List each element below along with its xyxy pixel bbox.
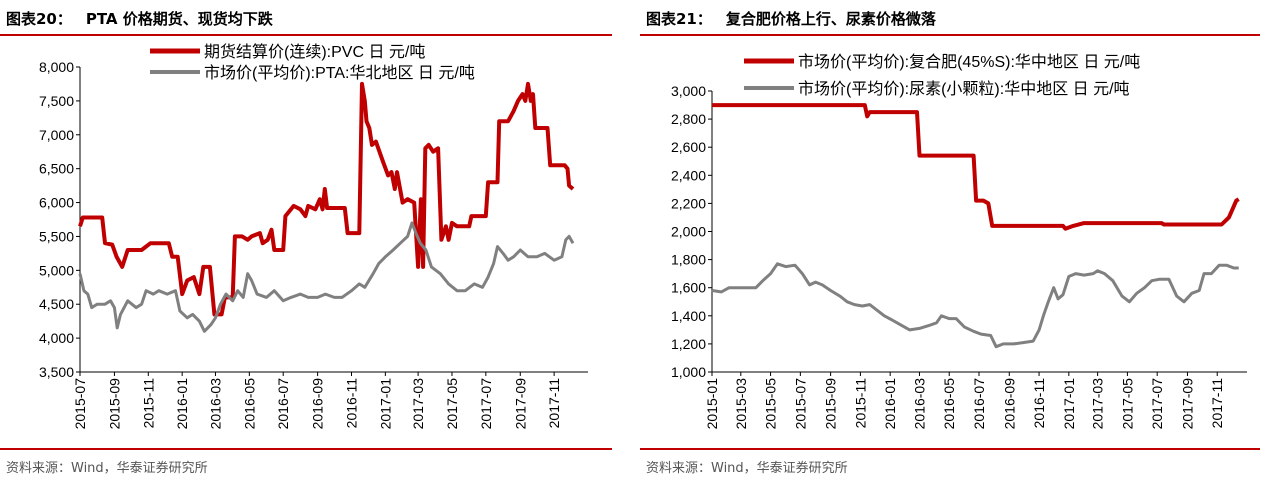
x-tick-label: 2016-03 — [207, 378, 223, 430]
x-tick-label: 2016-05 — [941, 378, 957, 430]
x-tick-label: 2015-11 — [852, 378, 868, 429]
y-tick-label: 1,000 — [671, 364, 706, 380]
y-tick-label: 1,600 — [671, 280, 706, 296]
x-tick-label: 2017-01 — [377, 378, 393, 430]
x-tick-label: 2017-11 — [1209, 378, 1225, 429]
y-tick-label: 5,000 — [39, 262, 74, 278]
y-tick-label: 6,500 — [39, 161, 74, 177]
x-tick-label: 2017-01 — [1061, 378, 1077, 430]
x-tick-label: 2016-01 — [174, 378, 190, 430]
figure-number: 图表21： — [646, 10, 712, 28]
panel-title: 图表20： PTA 价格期货、现货均下跌 — [6, 8, 273, 29]
x-tick-label: 2017-09 — [1179, 378, 1195, 430]
title-rule — [640, 34, 1260, 36]
y-tick-label: 3,000 — [671, 83, 706, 99]
x-tick-label: 2016-01 — [882, 378, 898, 430]
y-tick-label: 1,800 — [671, 252, 706, 268]
x-tick-label: 2015-01 — [704, 378, 720, 430]
y-tick-label: 2,200 — [671, 195, 706, 211]
x-tick-label: 2017-03 — [410, 378, 426, 430]
figure-title: 复合肥价格上行、尿素价格微落 — [725, 10, 936, 28]
y-tick-label: 2,600 — [671, 139, 706, 155]
x-tick-label: 2016-03 — [911, 378, 927, 430]
x-tick-label: 2015-07 — [72, 378, 88, 430]
y-tick-label: 7,500 — [39, 93, 74, 109]
y-tick-label: 1,200 — [671, 336, 706, 352]
figure-title: PTA 价格期货、现货均下跌 — [85, 10, 273, 28]
pvc-pta-price-chart: 3,500 4,000 4,500 5,000 5,500 6,000 6,500 7,000… — [39, 42, 588, 430]
y-tick-label: 2,800 — [671, 111, 706, 127]
figure-number: 图表20： — [6, 10, 72, 28]
left-panel: 图表20： PTA 价格期货、现货均下跌 3,500 4,000 4,500 5,000… — [0, 0, 612, 487]
x-tick-label: 2016-11 — [343, 378, 359, 429]
x-tick-label: 2015-03 — [733, 378, 749, 430]
source-note: 资料来源：Wind，华泰证券研究所 — [646, 461, 848, 476]
title-rule — [0, 34, 612, 36]
y-tick-label: 6,000 — [39, 195, 74, 211]
legend-label: 市场价(平均价):复合肥(45%S):华中地区 日 元/吨 — [798, 53, 1140, 71]
x-tick-label: 2015-07 — [792, 378, 808, 430]
bottom-rule — [640, 448, 1260, 450]
series-line-2 — [78, 221, 575, 333]
y-tick-label: 4,500 — [39, 296, 74, 312]
x-tick-label: 2017-05 — [444, 378, 460, 430]
panel-title: 图表21： 复合肥价格上行、尿素价格微落 — [646, 8, 936, 29]
x-tick-label: 2016-05 — [241, 378, 257, 430]
y-tick-label: 2,000 — [671, 224, 706, 240]
y-tick-label: 4,000 — [39, 330, 74, 346]
series-line-2 — [711, 262, 1239, 349]
series-line-1 — [78, 81, 575, 317]
bottom-rule — [0, 448, 612, 450]
x-tick-label: 2017-03 — [1090, 378, 1106, 430]
x-tick-label: 2017-09 — [512, 378, 528, 430]
x-tick-label: 2017-07 — [1149, 378, 1165, 430]
legend-label: 市场价(平均价):尿素(小颗粒):华中地区 日 元/吨 — [798, 80, 1130, 98]
right-panel: 图表21： 复合肥价格上行、尿素价格微落 1,000 1,200 1,400 1,600… — [640, 0, 1260, 487]
x-tick-label: 2016-07 — [971, 378, 987, 430]
x-tick-label: 2015-09 — [106, 378, 122, 430]
y-tick-label: 8,000 — [39, 59, 74, 75]
y-tick-label: 5,500 — [39, 228, 74, 244]
x-tick-label: 2017-07 — [478, 378, 494, 430]
source-note: 资料来源：Wind，华泰证券研究所 — [6, 461, 208, 476]
legend-label: 期货结算价(连续):PVC 日 元/吨 — [204, 42, 425, 61]
x-tick-label: 2016-09 — [1001, 378, 1017, 430]
x-tick-label: 2017-05 — [1119, 378, 1135, 430]
x-tick-label: 2015-11 — [140, 378, 156, 429]
y-tick-label: 1,400 — [671, 308, 706, 324]
y-tick-label: 7,000 — [39, 127, 74, 143]
x-tick-label: 2017-11 — [546, 378, 562, 429]
x-tick-label: 2016-07 — [275, 378, 291, 430]
x-tick-label: 2015-09 — [823, 378, 839, 430]
x-tick-label: 2016-11 — [1031, 378, 1047, 429]
fertilizer-urea-price-chart: 1,000 1,200 1,400 1,600 1,800 2,000 2,200 2,400… — [671, 53, 1247, 430]
x-tick-label: 2015-05 — [763, 378, 779, 430]
legend-label: 市场价(平均价):PTA:华北地区 日 元/吨 — [204, 64, 475, 82]
y-tick-label: 3,500 — [39, 364, 74, 380]
series-line-1 — [712, 103, 1240, 231]
y-tick-label: 2,400 — [671, 167, 706, 183]
x-tick-label: 2016-09 — [310, 378, 326, 430]
